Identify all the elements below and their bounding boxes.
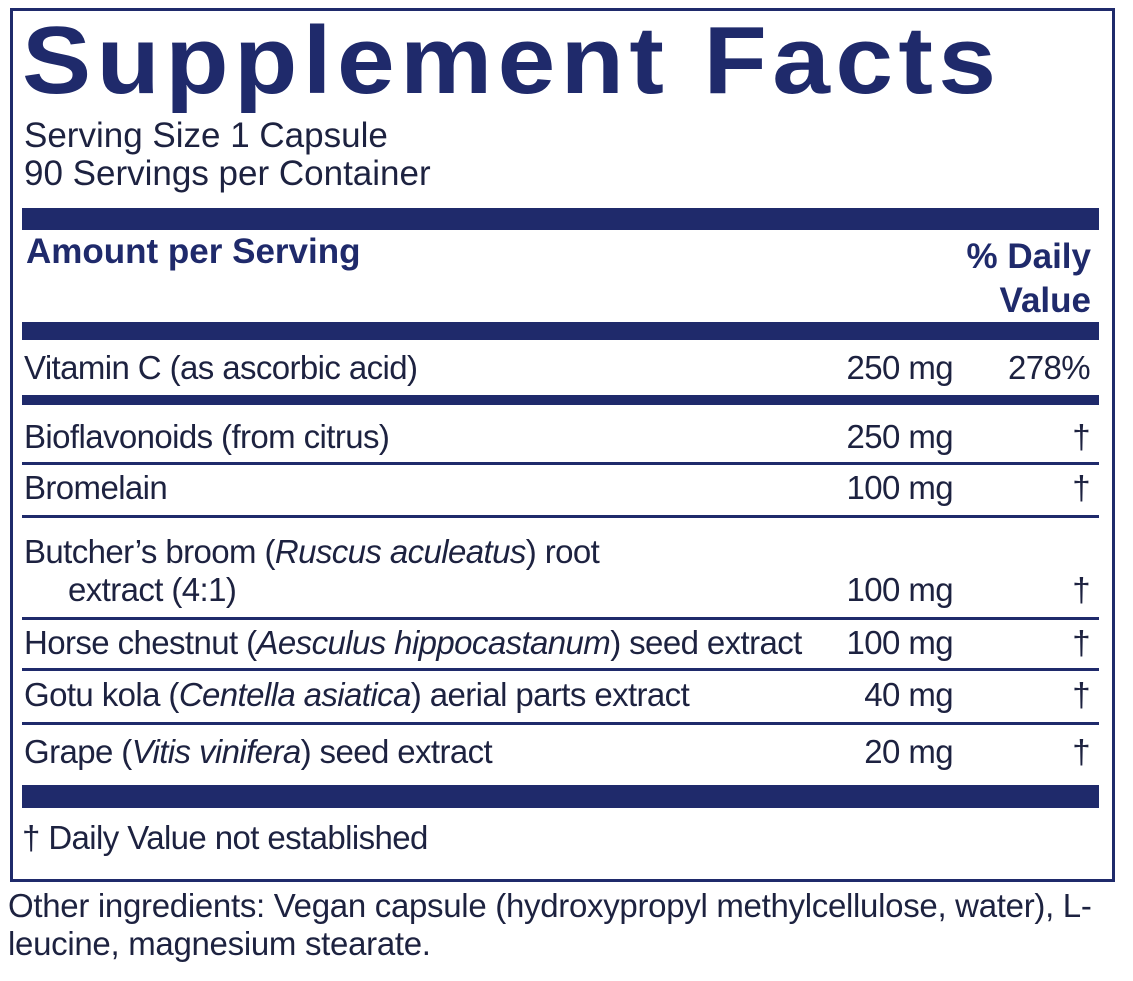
ingredient-name: Horse chestnut (Aesculus hippocastanum) … xyxy=(24,625,802,661)
row-separator xyxy=(22,462,1099,465)
thick-bar xyxy=(22,208,1099,230)
name-part: Ruscus aculeatus xyxy=(274,533,526,570)
amount: 100 mg xyxy=(846,469,954,506)
daily-value: † xyxy=(1072,418,1090,455)
row-separator xyxy=(22,515,1099,518)
servings: 90 Servings per Container xyxy=(24,154,431,193)
dv-header-line: Value xyxy=(999,281,1091,320)
name-part: ) seed extract xyxy=(300,733,493,770)
name-part: Bioflavonoids (from citrus) xyxy=(24,418,390,455)
ingredient-name: Bromelain xyxy=(24,469,168,506)
name-part: Aesculus hippocastanum xyxy=(256,624,611,661)
ingredient-name: Butcher’s broom (Ruscus aculeatus) root xyxy=(24,533,600,570)
title: Supplement Facts xyxy=(22,7,1002,114)
name-part: ) aerial parts extract xyxy=(410,676,690,713)
daily-value: † xyxy=(1072,733,1090,770)
name-part: ) root xyxy=(525,533,600,570)
daily-value: † xyxy=(1072,469,1090,506)
name-part: Butcher’s broom ( xyxy=(24,533,275,570)
thick-bar xyxy=(22,785,1099,808)
amount: 100 mg xyxy=(846,624,954,661)
daily-value: 278% xyxy=(1007,349,1091,386)
name-part: Centella asiatica xyxy=(178,676,412,713)
row-separator xyxy=(22,668,1099,671)
name-part: Vitis vinifera xyxy=(131,733,302,770)
ingredient-name: Vitamin C (as ascorbic acid) xyxy=(24,349,418,386)
dv-header: % Daily Value xyxy=(967,235,1092,323)
amount: 100 mg xyxy=(846,571,954,608)
row-separator xyxy=(22,617,1099,620)
amount: 250 mg xyxy=(846,418,954,455)
daily-value: † xyxy=(1072,676,1090,713)
row-separator xyxy=(22,722,1099,725)
dv-header-line: % Daily xyxy=(966,237,1092,276)
ingredient-name: Grape (Vitis vinifera) seed extract xyxy=(24,733,493,770)
footnote: † Daily Value not established xyxy=(22,819,428,856)
name-part: Gotu kola ( xyxy=(24,676,179,713)
other-ingredients: Other ingredients: Vegan capsule (hydrox… xyxy=(8,887,1092,962)
serving-size: Serving Size 1 Capsule xyxy=(24,116,388,155)
label-border xyxy=(10,8,1115,882)
amount: 20 mg xyxy=(864,733,953,770)
amount-header: Amount per Serving xyxy=(26,232,361,271)
ingredient-name: Bioflavonoids (from citrus) xyxy=(24,418,390,455)
name-part: Horse chestnut ( xyxy=(24,624,257,661)
medium-bar xyxy=(22,395,1099,405)
ingredient-name-line2: extract (4:1) xyxy=(68,571,237,608)
amount: 250 mg xyxy=(846,349,954,386)
name-part: Grape ( xyxy=(24,733,132,770)
amount: 40 mg xyxy=(864,676,953,713)
ingredient-name: Gotu kola (Centella asiatica) aerial par… xyxy=(24,676,690,713)
name-part: Bromelain xyxy=(24,469,168,506)
name-part: ) seed extract xyxy=(610,624,802,661)
daily-value: † xyxy=(1072,571,1090,608)
daily-value: † xyxy=(1072,624,1090,661)
name-part: Vitamin C (as ascorbic acid) xyxy=(24,349,418,386)
thick-bar xyxy=(22,322,1099,340)
